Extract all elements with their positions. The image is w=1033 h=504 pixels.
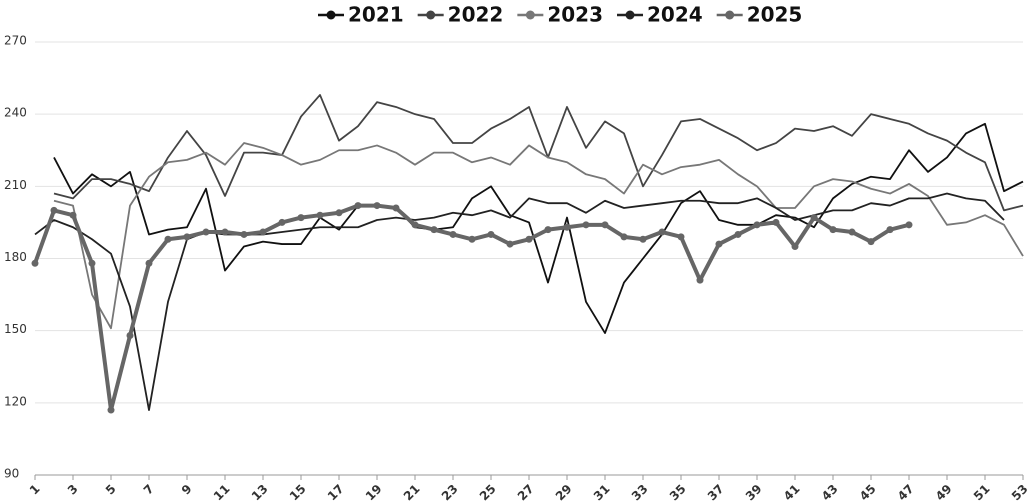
legend-label: 2022	[448, 3, 504, 27]
series-point	[183, 233, 191, 241]
legend-marker	[725, 10, 735, 20]
x-tick-label: 25	[477, 482, 499, 504]
series-point	[829, 226, 837, 234]
series-point	[886, 226, 894, 234]
x-tick-label: 49	[933, 482, 955, 504]
series-point	[487, 230, 495, 238]
series-point	[278, 218, 286, 226]
x-tick-label: 45	[857, 482, 879, 504]
series-point	[107, 406, 115, 414]
series-point	[658, 228, 666, 236]
legend-label: 2025	[747, 3, 803, 27]
series-point	[69, 211, 77, 219]
series-point	[202, 228, 210, 236]
x-tick-label: 53	[1009, 482, 1031, 504]
series-point	[544, 226, 552, 234]
series-point	[392, 204, 400, 212]
legend-marker	[525, 10, 535, 20]
series-point	[620, 233, 628, 241]
series-point	[354, 202, 362, 210]
x-tick-label: 39	[743, 482, 765, 504]
series-point	[563, 223, 571, 231]
x-tick-label: 13	[249, 482, 271, 504]
x-tick-label: 35	[667, 482, 689, 504]
x-tick-label: 1	[27, 482, 43, 498]
x-tick-label: 3	[65, 482, 81, 498]
series-point	[753, 221, 761, 229]
legend-marker	[326, 10, 336, 20]
x-tick-label: 15	[287, 482, 309, 504]
series-point	[164, 235, 172, 243]
y-tick-label: 150	[4, 322, 27, 336]
x-tick-label: 21	[401, 482, 423, 504]
x-tick-label: 41	[781, 482, 803, 504]
series-point	[715, 240, 723, 248]
x-tick-label: 37	[705, 482, 727, 504]
y-tick-label: 210	[4, 178, 27, 192]
x-tick-label: 5	[103, 482, 119, 498]
x-tick-label: 33	[629, 482, 651, 504]
legend-marker	[625, 10, 635, 20]
series-point	[221, 228, 229, 236]
series-point	[373, 202, 381, 210]
y-tick-label: 90	[4, 467, 19, 481]
x-tick-label: 9	[179, 482, 195, 498]
series-point	[297, 214, 305, 222]
y-tick-label: 240	[4, 106, 27, 120]
series-line	[53, 94, 1024, 212]
x-tick-label: 43	[819, 482, 841, 504]
series-point	[696, 276, 704, 284]
x-tick-label: 29	[553, 482, 575, 504]
series-point	[772, 218, 780, 226]
x-tick-label: 27	[515, 482, 537, 504]
series-point	[810, 214, 818, 222]
x-tick-label: 17	[325, 482, 347, 504]
series-point	[240, 230, 248, 238]
series-point	[411, 221, 419, 229]
x-tick-label: 19	[363, 482, 385, 504]
x-tick-label: 11	[211, 482, 233, 504]
series-point	[791, 242, 799, 250]
series-point	[145, 259, 153, 267]
x-tick-label: 31	[591, 482, 613, 504]
y-tick-label: 270	[4, 34, 27, 48]
series-line	[53, 142, 1024, 330]
legend: 2021 2022 2023 2024 2025	[318, 3, 802, 27]
series-point	[867, 238, 875, 246]
series-point	[335, 209, 343, 217]
series-point	[88, 259, 96, 267]
legend-label: 2021	[348, 3, 404, 27]
x-tick-label: 47	[895, 482, 917, 504]
series-point	[126, 331, 134, 339]
y-tick-label: 180	[4, 250, 27, 264]
x-tick-label: 23	[439, 482, 461, 504]
series-point	[639, 235, 647, 243]
series-point	[430, 226, 438, 234]
x-tick-label: 51	[971, 482, 993, 504]
series-point	[449, 230, 457, 238]
series-point	[259, 228, 267, 236]
series-point	[601, 221, 609, 229]
legend-label: 2023	[547, 3, 603, 27]
series-point	[468, 235, 476, 243]
series-point	[50, 206, 58, 214]
x-tick-label: 7	[141, 482, 157, 498]
series-point	[31, 259, 39, 267]
legend-label: 2024	[647, 3, 703, 27]
series-point	[316, 211, 324, 219]
series-point	[677, 233, 685, 241]
series-line	[53, 122, 1024, 334]
series-point	[905, 221, 913, 229]
series-point	[582, 221, 590, 229]
series-point	[848, 228, 856, 236]
y-tick-label: 120	[4, 394, 27, 408]
legend-marker	[426, 10, 436, 20]
series-point	[506, 240, 514, 248]
series-line	[34, 192, 1005, 411]
series-point	[734, 230, 742, 238]
series-point	[525, 235, 533, 243]
